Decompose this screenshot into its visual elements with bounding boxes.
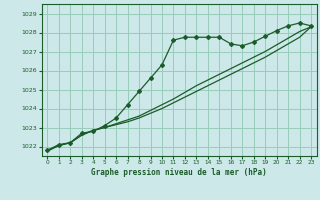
X-axis label: Graphe pression niveau de la mer (hPa): Graphe pression niveau de la mer (hPa)	[91, 168, 267, 177]
